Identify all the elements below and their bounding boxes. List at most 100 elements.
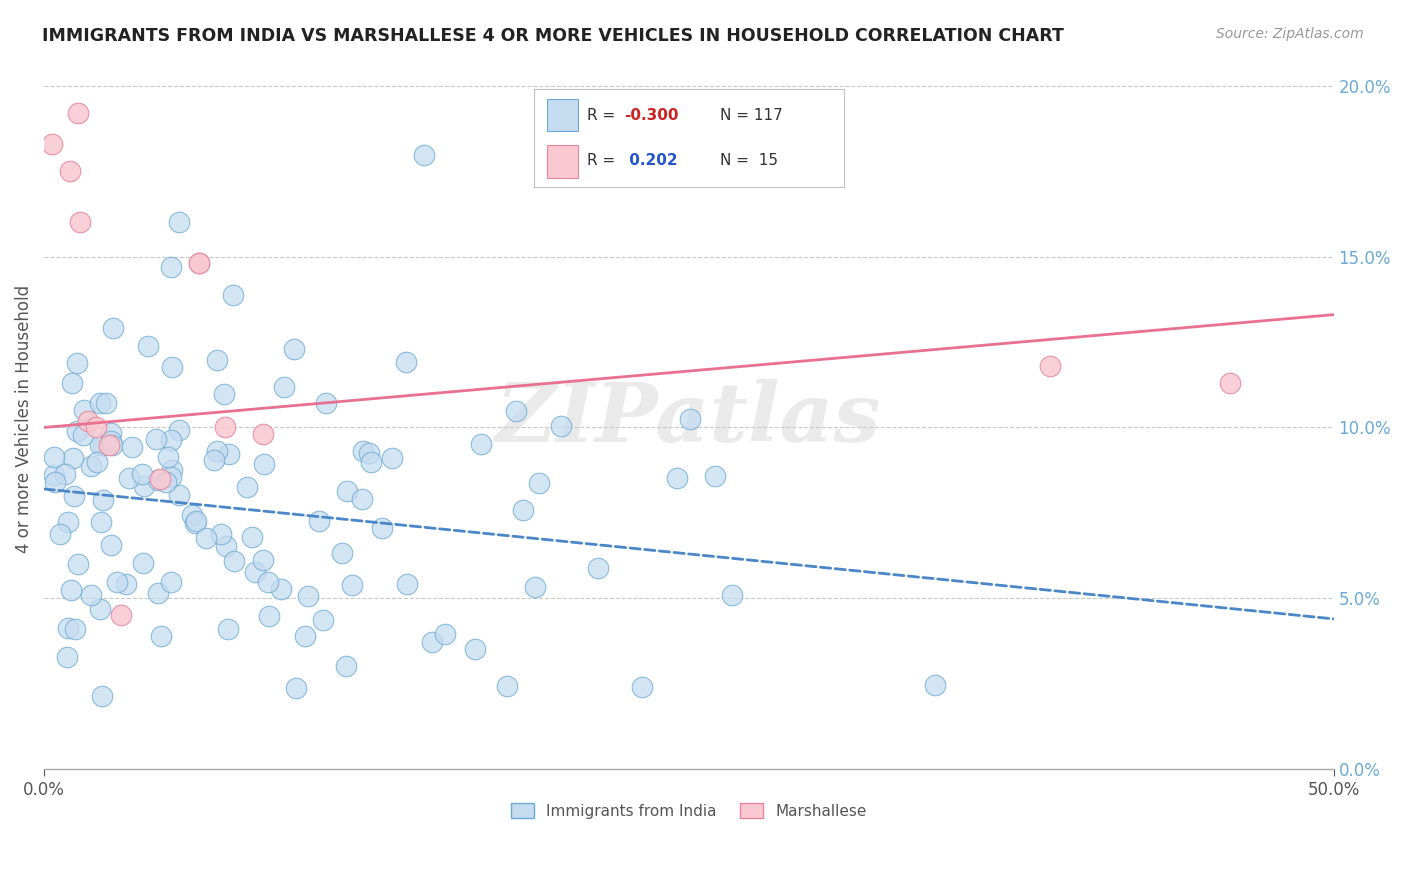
Point bbox=[217, 622, 239, 636]
Point bbox=[66, 356, 89, 370]
Point bbox=[167, 487, 190, 501]
Point bbox=[56, 650, 79, 665]
Point bbox=[315, 396, 337, 410]
Point bbox=[336, 483, 359, 498]
Point bbox=[464, 641, 486, 656]
Text: R =: R = bbox=[586, 108, 620, 123]
Point bbox=[235, 480, 257, 494]
Point bbox=[243, 565, 266, 579]
Point bbox=[101, 438, 124, 452]
Point bbox=[131, 556, 153, 570]
Point bbox=[149, 629, 172, 643]
Point bbox=[89, 438, 111, 452]
Point bbox=[721, 588, 744, 602]
Point bbox=[156, 450, 179, 465]
Point bbox=[97, 437, 120, 451]
Point bbox=[63, 623, 86, 637]
Point bbox=[352, 444, 374, 458]
Point bbox=[679, 412, 702, 426]
Legend: Immigrants from India, Marshallese: Immigrants from India, Marshallese bbox=[505, 797, 873, 825]
Point bbox=[105, 575, 128, 590]
Point bbox=[91, 690, 114, 704]
Point bbox=[155, 475, 177, 490]
Point bbox=[167, 215, 190, 229]
Point bbox=[332, 546, 354, 560]
Point bbox=[72, 428, 94, 442]
Point bbox=[357, 445, 380, 459]
Point bbox=[159, 575, 181, 590]
Text: Source: ZipAtlas.com: Source: ZipAtlas.com bbox=[1216, 27, 1364, 41]
Point bbox=[58, 621, 80, 635]
Point bbox=[395, 354, 418, 368]
Point bbox=[91, 493, 114, 508]
Point bbox=[413, 148, 436, 162]
Point bbox=[283, 343, 305, 357]
Point bbox=[131, 467, 153, 481]
Point bbox=[205, 353, 228, 368]
Point bbox=[66, 557, 89, 571]
Point bbox=[395, 577, 418, 591]
Point bbox=[184, 514, 207, 528]
Point bbox=[209, 527, 232, 541]
Point bbox=[285, 681, 308, 695]
Point bbox=[148, 473, 170, 487]
Point bbox=[222, 287, 245, 301]
Point bbox=[59, 583, 82, 598]
Point bbox=[134, 479, 156, 493]
Point bbox=[240, 530, 263, 544]
Point bbox=[90, 515, 112, 529]
Point bbox=[212, 387, 235, 401]
Text: N = 117: N = 117 bbox=[720, 108, 783, 123]
Y-axis label: 4 or more Vehicles in Household: 4 or more Vehicles in Household bbox=[15, 285, 32, 553]
Point bbox=[360, 454, 382, 468]
Point bbox=[434, 626, 457, 640]
Point bbox=[121, 440, 143, 454]
Point bbox=[94, 396, 117, 410]
Point bbox=[118, 471, 141, 485]
Point bbox=[159, 470, 181, 484]
Point bbox=[110, 608, 132, 623]
Point bbox=[89, 396, 111, 410]
Point bbox=[335, 659, 357, 673]
Text: N =  15: N = 15 bbox=[720, 153, 778, 169]
Text: 0.202: 0.202 bbox=[624, 153, 678, 169]
Point bbox=[91, 438, 114, 452]
Point bbox=[294, 629, 316, 643]
Point bbox=[381, 451, 404, 466]
Point bbox=[187, 256, 209, 270]
Point bbox=[148, 586, 170, 600]
Point bbox=[270, 582, 292, 596]
FancyBboxPatch shape bbox=[547, 99, 578, 131]
Point bbox=[222, 554, 245, 568]
Point bbox=[1219, 376, 1241, 390]
Point bbox=[159, 433, 181, 447]
Point bbox=[42, 467, 65, 482]
Point bbox=[49, 527, 72, 541]
Point bbox=[252, 427, 274, 442]
Point bbox=[297, 590, 319, 604]
Point bbox=[60, 376, 83, 391]
Point bbox=[59, 164, 82, 178]
Point bbox=[340, 577, 363, 591]
Point bbox=[159, 260, 181, 275]
Point bbox=[115, 577, 138, 591]
Point bbox=[1039, 359, 1062, 373]
Point bbox=[62, 450, 84, 465]
Point bbox=[665, 471, 688, 485]
Point bbox=[257, 609, 280, 624]
FancyBboxPatch shape bbox=[547, 145, 578, 178]
Point bbox=[586, 561, 609, 575]
Point bbox=[66, 424, 89, 438]
Point bbox=[145, 432, 167, 446]
Point bbox=[202, 453, 225, 467]
Text: R =: R = bbox=[586, 153, 624, 169]
Point bbox=[218, 447, 240, 461]
Point bbox=[631, 680, 654, 694]
Point bbox=[56, 516, 79, 530]
Point bbox=[370, 521, 392, 535]
Point bbox=[100, 434, 122, 448]
Point bbox=[100, 538, 122, 552]
Point bbox=[312, 613, 335, 627]
Point bbox=[42, 450, 65, 465]
Point bbox=[215, 539, 238, 553]
